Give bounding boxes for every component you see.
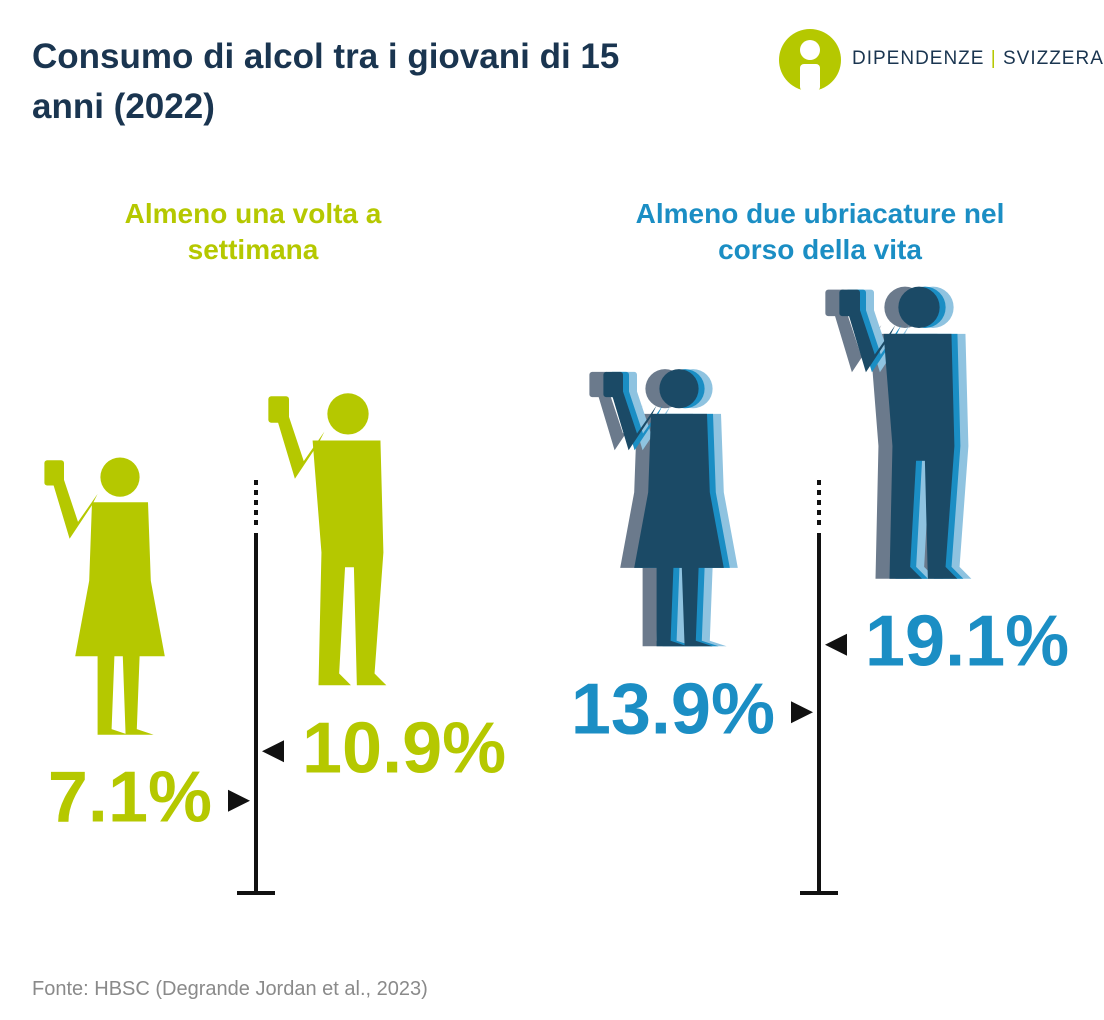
- body: [75, 502, 165, 735]
- value-marker: [228, 789, 250, 812]
- arm: [277, 416, 325, 479]
- arm: [625, 391, 671, 451]
- cup: [839, 289, 860, 317]
- title: Consumo di alcol tra i giovani di 15 ann…: [32, 37, 620, 126]
- silhouette: [268, 393, 387, 686]
- arm: [597, 391, 643, 451]
- cup: [603, 371, 623, 398]
- value-marker: [825, 633, 847, 656]
- value-marker: [262, 740, 284, 763]
- silhouette: [839, 286, 958, 579]
- logo: DIPENDENZE | SVIZZERA: [852, 48, 1104, 70]
- arm: [52, 479, 98, 539]
- logo-text: SVIZZERA: [1002, 48, 1104, 69]
- arm: [848, 310, 896, 373]
- arm: [862, 310, 910, 373]
- value-label: 19.1%: [865, 602, 1069, 682]
- source: Fonte: HBSC (Degrande Jordan et al., 202…: [32, 978, 428, 1000]
- silhouette: [44, 457, 165, 735]
- arm: [617, 391, 663, 451]
- panel-title: Almeno una volta a settimana: [124, 198, 382, 265]
- logo-divider: |: [990, 48, 997, 69]
- head: [100, 457, 140, 497]
- cup: [268, 396, 289, 423]
- logo-text: DIPENDENZE: [852, 48, 985, 69]
- body: [883, 333, 958, 579]
- panel-title: Almeno due ubriacature nel corso della v…: [635, 198, 1005, 265]
- value-label: 10.9%: [302, 708, 506, 788]
- arm: [611, 391, 657, 451]
- head: [659, 369, 699, 409]
- cup: [44, 460, 64, 486]
- arm: [834, 310, 882, 373]
- arm: [854, 310, 902, 373]
- value-marker: [791, 701, 813, 724]
- logo-icon: [779, 29, 841, 91]
- body: [312, 440, 387, 686]
- head: [327, 393, 369, 435]
- value-label: 13.9%: [571, 669, 775, 749]
- head: [898, 286, 940, 328]
- value-label: 7.1%: [48, 758, 212, 838]
